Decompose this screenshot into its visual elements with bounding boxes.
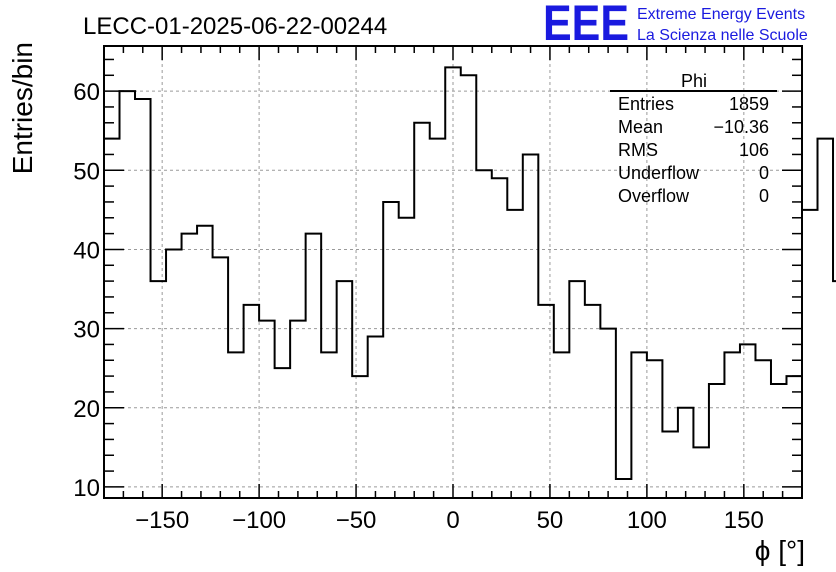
logo-line-1: Extreme Energy Events (637, 6, 805, 23)
logo-mark: EEE (543, 0, 629, 51)
x-tick-label: 150 (724, 507, 764, 534)
histogram-series-line (104, 66, 836, 480)
y-tick-label: 10 (73, 475, 100, 502)
x-axis-label: ϕ [°] (755, 535, 805, 566)
stats-name: Phi (681, 71, 707, 91)
stats-value-mean: −10.36 (713, 117, 769, 137)
y-tick-label: 60 (73, 79, 100, 106)
stats-box: Phi Entries 1859 Mean −10.36 RMS 106 Und… (610, 71, 777, 206)
x-tick-label: −100 (232, 507, 286, 534)
plot-frame (103, 45, 803, 499)
stats-value-overflow: 0 (759, 186, 769, 206)
stats-label-entries: Entries (618, 94, 674, 114)
stats-label-rms: RMS (618, 140, 658, 160)
y-tick-label: 50 (73, 158, 100, 185)
chart-title: LECC-01-2025-06-22-00244 (83, 13, 387, 40)
stats-label-overflow: Overflow (618, 186, 690, 206)
axis-ticks (103, 46, 803, 498)
y-axis-label: Entries/bin (7, 42, 38, 174)
logo-line-2: La Scienza nelle Scuole (637, 27, 808, 44)
x-tick-label: 0 (446, 507, 459, 534)
x-tick-label: −50 (336, 507, 377, 534)
x-tick-label: 100 (627, 507, 667, 534)
stats-label-underflow: Underflow (618, 163, 700, 183)
stats-value-entries: 1859 (729, 94, 769, 114)
grid-lines (104, 46, 802, 498)
stats-value-rms: 106 (739, 140, 769, 160)
y-tick-label: 40 (73, 237, 100, 264)
tick-labels: −150 −100 −50 0 50 100 150 10 20 30 40 50 60 (73, 79, 764, 534)
x-tick-label: −150 (135, 507, 189, 534)
stats-value-underflow: 0 (759, 163, 769, 183)
eee-logo: EEE Extreme Energy Events La Scienza nel… (543, 0, 808, 51)
stats-label-mean: Mean (618, 117, 663, 137)
y-tick-label: 30 (73, 317, 100, 344)
x-tick-label: 50 (537, 507, 564, 534)
y-tick-label: 20 (73, 396, 100, 423)
